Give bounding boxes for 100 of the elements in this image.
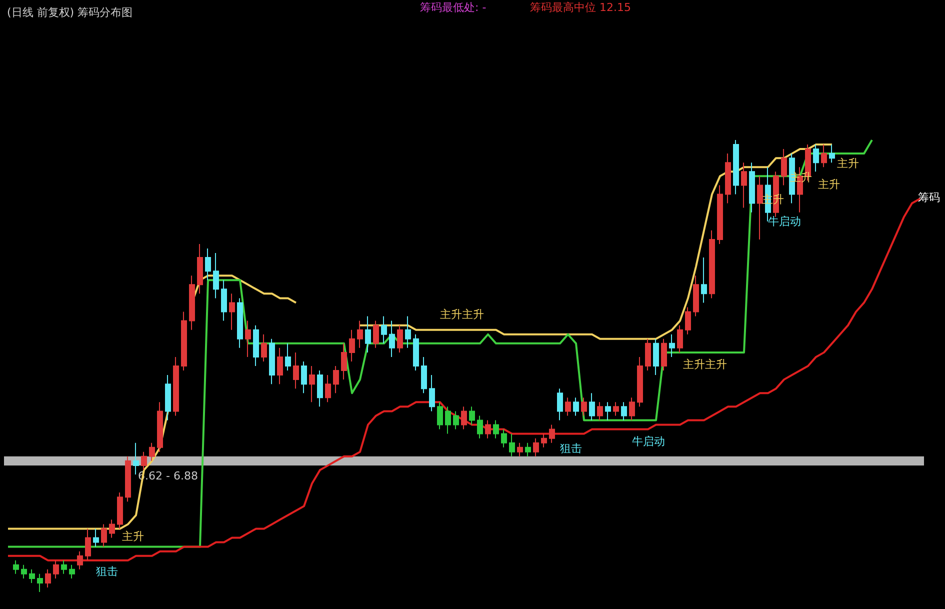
candlestick: [597, 402, 603, 421]
candlestick: [45, 568, 51, 588]
candlestick: [61, 560, 67, 574]
candlestick: [309, 366, 315, 403]
candlestick: [29, 568, 35, 584]
candlestick: [565, 397, 571, 416]
candlestick: [533, 438, 539, 457]
annotation: 狙击: [96, 565, 118, 578]
candlestick: [101, 524, 107, 548]
candlestick: [397, 324, 403, 353]
candlestick: [213, 252, 219, 299]
candlestick: [493, 420, 499, 439]
annotation: 主升主升: [683, 358, 727, 371]
candlestick: [461, 406, 467, 430]
candlestick: [389, 320, 395, 358]
candlestick: [749, 162, 755, 213]
candlestick: [741, 162, 747, 208]
candlestick: [69, 564, 75, 579]
candlestick: [245, 320, 251, 358]
candlestick: [317, 370, 323, 408]
candlestick: [53, 560, 59, 579]
candlestick: [237, 298, 243, 348]
candlestick: [613, 402, 619, 416]
candlestick: [621, 402, 627, 421]
candlestick: [189, 275, 195, 330]
candlestick: [541, 433, 547, 448]
candlestick: [821, 144, 827, 168]
candlestick: [293, 352, 299, 390]
candlestick: [109, 519, 115, 538]
candlestick: [165, 374, 171, 421]
candlestick: [173, 356, 179, 416]
candlestick: [341, 342, 347, 380]
candlestick: [725, 153, 731, 204]
annotation: 牛启动: [768, 215, 801, 228]
candlestick: [589, 392, 595, 421]
candlestick: [413, 334, 419, 372]
candlestick: [757, 176, 763, 240]
annotation: 牛启动: [632, 435, 665, 448]
candlestick: [205, 248, 211, 281]
candlestick: [117, 492, 123, 530]
candlestick: [709, 230, 715, 299]
candlestick: [477, 415, 483, 439]
annotation: 狙击: [560, 442, 582, 455]
candlestick: [13, 560, 19, 574]
candlestick: [701, 257, 707, 304]
candlestick: [509, 433, 515, 457]
candlestick: [333, 366, 339, 394]
candlestick: [229, 293, 235, 330]
candlestick: [277, 347, 283, 385]
candlestick: [221, 280, 227, 322]
candlestick: [445, 406, 451, 434]
candlestick: [381, 316, 387, 344]
candlestick: [653, 338, 659, 376]
candlestick: [261, 334, 267, 362]
candlestick: [405, 316, 411, 348]
chart-title: (日线 前复权) 筹码分布图: [7, 6, 133, 19]
candlestick: [197, 243, 203, 294]
candlestick: [645, 338, 651, 372]
candlestick: [373, 320, 379, 348]
candlestick: [733, 140, 739, 195]
candlestick: [661, 338, 667, 372]
candlestick: [693, 275, 699, 317]
candlestick: [429, 374, 435, 412]
text: 筹码最高中位 12.15: [530, 1, 631, 14]
candlestick: [157, 402, 163, 452]
candlestick: [829, 144, 835, 164]
candlestick: [485, 420, 491, 439]
candlestick: [365, 316, 371, 353]
candlestick: [669, 334, 675, 358]
annotation: 主升: [818, 178, 840, 191]
candlestick: [685, 306, 691, 335]
candlestick: [421, 356, 427, 394]
candlestick: [453, 410, 459, 430]
candlestick: [605, 402, 611, 421]
candlestick: [269, 338, 275, 385]
candlestick: [37, 573, 43, 592]
candlestick: [141, 451, 147, 470]
candlestick: [629, 397, 635, 421]
candlestick: [581, 397, 587, 416]
candlestick: [677, 324, 683, 353]
annotation: 主升: [837, 157, 859, 170]
candlestick: [813, 144, 819, 172]
candlestick: [149, 442, 155, 462]
candlestick: [301, 360, 307, 394]
candlestick: [21, 564, 27, 579]
annotation: 筹码: [918, 191, 940, 204]
candlestick: [325, 374, 331, 403]
candlestick: [437, 402, 443, 430]
candlestick: [549, 424, 555, 444]
candlestick: [349, 329, 355, 362]
candlestick: [557, 388, 563, 421]
candlestick: [637, 356, 643, 408]
text: 筹码最低处: -: [420, 1, 486, 14]
candlestick: [717, 184, 723, 244]
candlestick: [125, 456, 131, 502]
candlestick: [77, 550, 83, 570]
candlestick: [133, 442, 139, 475]
candlestick: [781, 148, 787, 186]
candlestick: [93, 528, 99, 548]
candlestick: [517, 442, 523, 457]
